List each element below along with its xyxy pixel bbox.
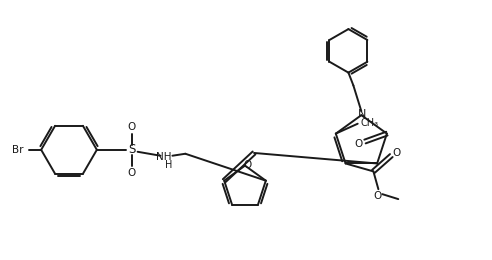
Text: Br: Br [11, 145, 23, 155]
Text: S: S [128, 143, 135, 156]
Text: O: O [127, 167, 136, 178]
Text: H: H [165, 160, 173, 170]
Text: N: N [358, 109, 367, 119]
Text: O: O [392, 148, 400, 158]
Text: CH₃: CH₃ [361, 118, 379, 128]
Text: O: O [354, 139, 362, 148]
Text: O: O [373, 191, 381, 201]
Text: O: O [244, 160, 252, 170]
Text: O: O [127, 122, 136, 132]
Text: NH: NH [156, 152, 171, 162]
